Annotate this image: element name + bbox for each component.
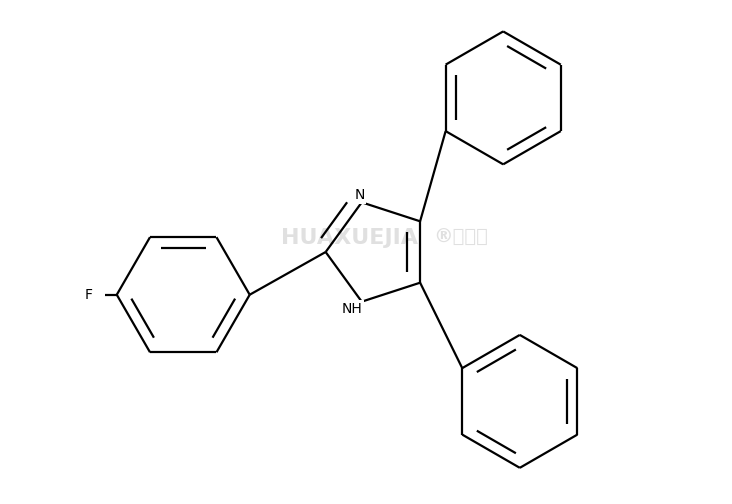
Text: NH: NH [342, 302, 362, 316]
Text: N: N [354, 188, 365, 202]
Text: ®化学加: ®化学加 [433, 228, 488, 247]
Text: F: F [84, 288, 92, 302]
Text: HUAXUEJIA: HUAXUEJIA [281, 228, 418, 248]
